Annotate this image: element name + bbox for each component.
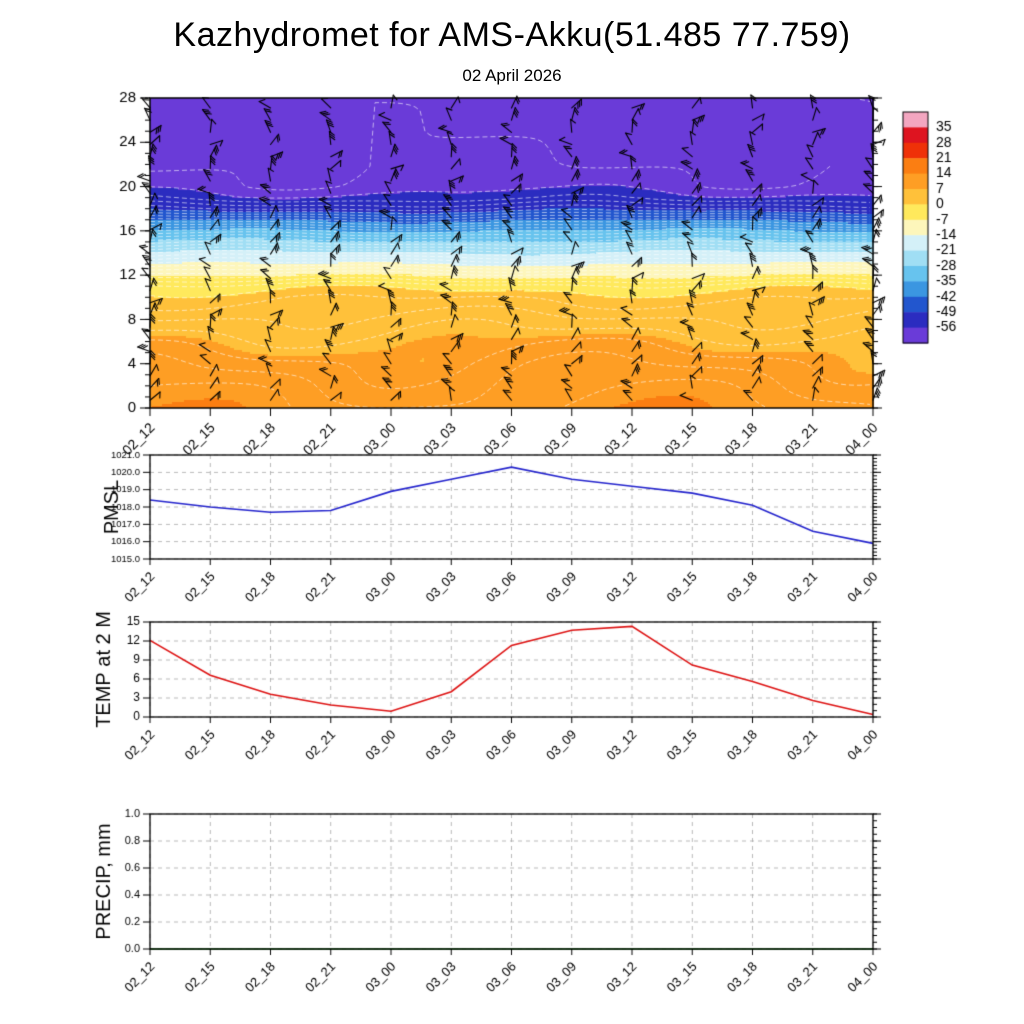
meteogram-canvas: [0, 0, 1024, 1024]
meteogram-page: Kazhydromet for AMS-Akku(51.485 77.759) …: [0, 0, 1024, 1024]
